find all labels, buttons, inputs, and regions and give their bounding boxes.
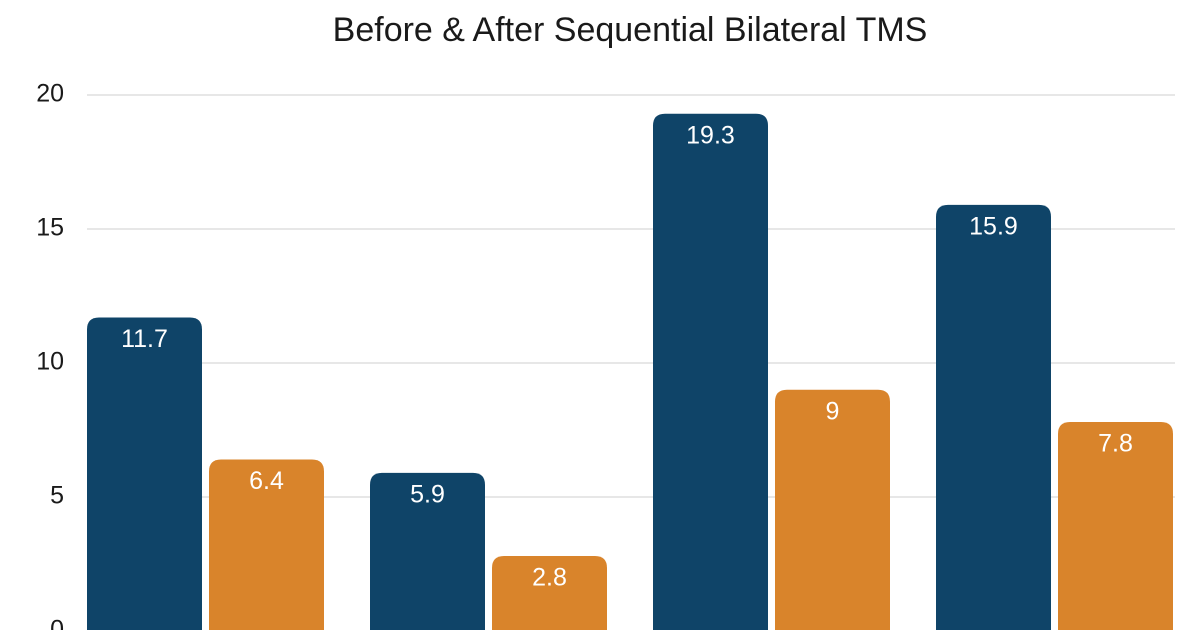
value-label: 11.7 bbox=[121, 325, 168, 353]
value-label: 2.8 bbox=[532, 564, 567, 592]
bar bbox=[209, 459, 324, 630]
value-label: 5.9 bbox=[410, 480, 445, 508]
value-label: 15.9 bbox=[969, 212, 1018, 240]
bar bbox=[492, 555, 607, 630]
value-label: 19.3 bbox=[686, 121, 735, 149]
bar bbox=[87, 317, 202, 630]
bar bbox=[775, 389, 890, 630]
bar bbox=[936, 204, 1051, 630]
y-tick-label: 20 bbox=[36, 80, 64, 108]
y-tick-label: 0 bbox=[50, 616, 64, 630]
bar bbox=[1058, 421, 1173, 630]
bar bbox=[653, 113, 768, 630]
chart-title: Before & After Sequential Bilateral TMS bbox=[333, 11, 928, 49]
value-label: 9 bbox=[826, 397, 840, 425]
value-label: 7.8 bbox=[1098, 430, 1133, 458]
y-tick-label: 5 bbox=[50, 482, 64, 510]
value-label: 6.4 bbox=[249, 467, 284, 495]
y-tick-label: 10 bbox=[36, 348, 64, 376]
y-tick-label: 15 bbox=[36, 214, 64, 242]
bar bbox=[370, 472, 485, 630]
